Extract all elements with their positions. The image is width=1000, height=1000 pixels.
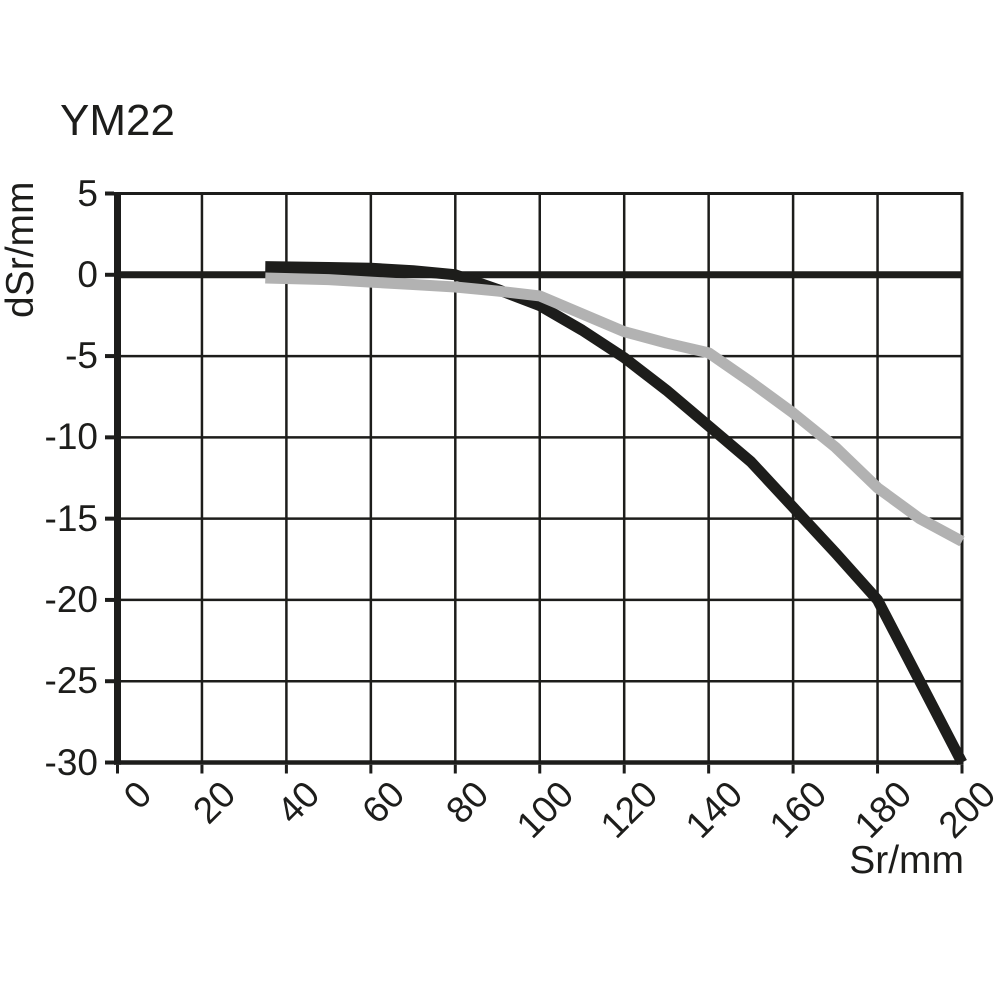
y-tick-label--10: -10 — [44, 416, 98, 458]
y-tick-label-0: 0 — [77, 253, 98, 295]
y-tick-label--30: -30 — [44, 741, 98, 783]
black-curve — [265, 261, 967, 766]
y-tick-label--20: -20 — [44, 578, 98, 620]
x-axis-label: Sr/mm — [849, 839, 964, 882]
y-tick-label--5: -5 — [65, 335, 98, 377]
y-tick-label--25: -25 — [44, 660, 98, 702]
y-tick-label-5: 5 — [77, 172, 98, 214]
gray-curve — [265, 272, 965, 547]
y-tick-label--15: -15 — [44, 497, 98, 539]
chart-title: YM22 — [60, 96, 175, 145]
